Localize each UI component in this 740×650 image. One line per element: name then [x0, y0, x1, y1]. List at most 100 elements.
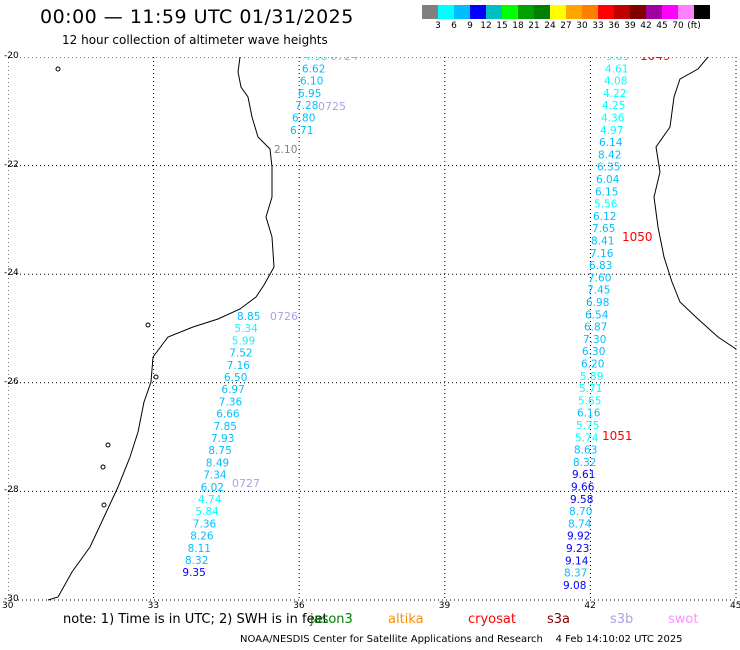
plot-frame	[8, 57, 737, 601]
wave-height-value: 6.98	[586, 297, 609, 309]
scale-label: 18	[512, 21, 524, 31]
scale-label: (ft)	[687, 21, 701, 31]
scale-swatch	[630, 5, 646, 19]
pass-time-label: 0725	[318, 100, 346, 113]
scale-label: 39	[624, 21, 636, 31]
wave-height-value: 9.35	[182, 567, 205, 579]
wave-height-value: 8.26	[190, 531, 214, 543]
wave-height-value: 6.30	[582, 346, 605, 358]
latitude-tick-label: -20	[4, 51, 19, 61]
scale-label: 21	[528, 21, 540, 31]
wave-height-value: 6.95	[298, 88, 321, 100]
scale-swatch	[438, 5, 454, 19]
scale-swatch	[518, 5, 534, 19]
small-island	[55, 66, 61, 72]
wave-height-value: 7.36	[219, 396, 243, 408]
scale-swatch	[582, 5, 598, 19]
pass-time-label: 1050	[622, 230, 653, 244]
wave-height-value: 4.97	[600, 125, 623, 137]
map-subtitle: 12 hour collection of altimeter wave hei…	[62, 33, 328, 47]
satellite-legend-jason3: jason3	[310, 612, 353, 627]
wave-height-value: 6.20	[581, 359, 604, 371]
scale-label: 12	[480, 21, 492, 31]
wave-height-value: 4.22	[603, 88, 626, 100]
wave-height-value: 7.45	[587, 285, 610, 297]
longitude-tick-label: 36	[293, 601, 305, 611]
wave-height-value: 4.61	[605, 63, 628, 75]
scale-label: 70	[672, 21, 684, 31]
wave-height-value: 8.49	[206, 457, 229, 469]
wave-height-value: 9.58	[570, 494, 593, 506]
wave-height-value: 8.41	[591, 236, 614, 248]
timestamp: 4 Feb 14:10:02 UTC 2025	[555, 634, 683, 645]
scale-label: 6	[451, 21, 457, 31]
wave-height-value: 5.56	[594, 199, 618, 211]
africa-coastline	[47, 57, 275, 601]
wave-height-value: 5.99	[232, 335, 255, 347]
latitude-tick-label: -24	[4, 268, 19, 279]
longitude-tick-label: 39	[438, 601, 451, 611]
scale-label: 3	[435, 21, 441, 31]
wave-height-value: 5.34	[234, 323, 258, 335]
wave-height-value: 6.50	[224, 372, 247, 384]
scale-label: 27	[560, 21, 572, 31]
pass-time-label: 0724	[330, 57, 358, 63]
wave-height-value: 8.11	[188, 543, 211, 555]
wave-height-value: 5.09	[606, 57, 629, 63]
small-island	[101, 502, 107, 508]
scale-label: 9	[467, 21, 473, 31]
latitude-tick-label: -26	[4, 376, 19, 387]
wave-height-value: 5.89	[580, 371, 603, 383]
scale-swatch	[454, 5, 470, 19]
map-title: 00:00 — 11:59 UTC 01/31/2025	[40, 6, 354, 28]
scale-swatch	[694, 5, 710, 19]
scale-swatch	[550, 5, 566, 19]
scale-label: 30	[576, 21, 588, 31]
color-scale-legend: 3 6 9 12 15 18 21 24 27 30 33 36 39 42 45 70 (ft)	[422, 5, 710, 33]
wave-height-value: 5.74	[575, 432, 599, 444]
wave-height-value: 8.75	[208, 445, 231, 457]
wave-height-value: 4.25	[602, 100, 625, 112]
wave-height-value: 7.30	[583, 334, 606, 346]
wave-height-value: 7.36	[193, 518, 217, 530]
scale-swatch	[566, 5, 582, 19]
small-island	[105, 442, 111, 448]
color-scale-labels: 3 6 9 12 15 18 21 24 27 30 33 36 39 42 45 70 (ft)	[422, 19, 710, 33]
wave-height-value: 8.32	[185, 555, 208, 567]
wave-height-value: 6.04	[596, 174, 620, 186]
wave-height-value: 4.08	[604, 76, 627, 88]
longitude-tick-label: 42	[584, 601, 596, 611]
wave-height-value: 9.14	[565, 555, 589, 567]
longitude-tick-label: 33	[147, 601, 160, 611]
wave-height-value: 9.92	[567, 531, 590, 543]
wave-height-value: 6.16	[577, 408, 601, 420]
satellite-legend-altika: altika	[388, 612, 424, 627]
small-island	[145, 322, 151, 328]
satellite-legend-s3a: s3a	[547, 612, 571, 627]
scale-swatch	[662, 5, 678, 19]
scale-label: 15	[496, 21, 508, 31]
wave-height-value: 9.08	[563, 580, 586, 592]
latitude-tick-label: -28	[4, 485, 19, 496]
credit-line: NOAA/NESDIS Center for Satellite Applica…	[240, 634, 683, 645]
wave-height-value: 7.60	[588, 272, 611, 284]
wave-height-value: 7.16	[590, 248, 614, 260]
wave-height-value: 6.87	[584, 322, 607, 334]
latitude-tick-label: -30	[4, 594, 19, 604]
map-grid	[8, 57, 737, 601]
wave-height-value: 6.62	[302, 63, 325, 75]
scale-swatch	[486, 5, 502, 19]
color-scale-swatches	[422, 5, 710, 19]
wave-height-value: 6.15	[595, 186, 618, 198]
wave-height-value: 4.36	[601, 113, 625, 125]
wave-height-value: 4.58	[304, 57, 327, 63]
pass-time-label: 1049	[640, 57, 671, 63]
latitude-tick-label: -22	[4, 159, 19, 170]
scale-swatch	[470, 5, 486, 19]
scale-label: 24	[544, 21, 556, 31]
pass-time-label: 0726	[270, 310, 298, 323]
wave-height-value: 8.70	[569, 506, 592, 518]
wave-height-map: 4.586.626.106.957.286.806.71 2.10 0724 0725…	[8, 57, 737, 601]
satellite-legend-cryosat: cryosat	[468, 612, 516, 627]
wave-height-value: 8.42	[598, 149, 621, 161]
